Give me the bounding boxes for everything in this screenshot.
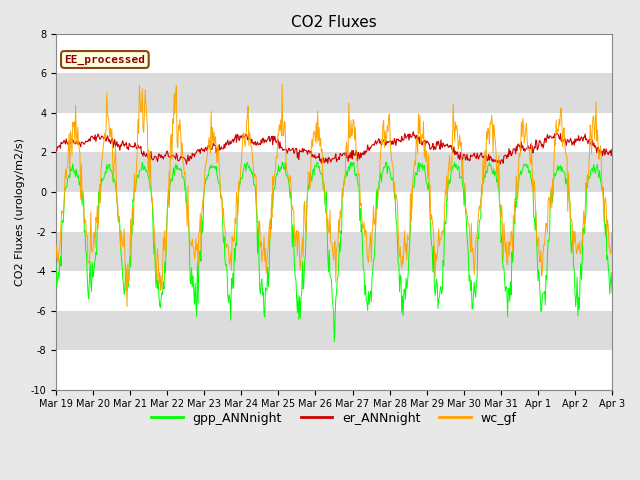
Text: EE_processed: EE_processed	[65, 54, 145, 65]
Bar	[56, 231, 612, 271]
Bar	[56, 73, 612, 113]
Legend: gpp_ANNnight, er_ANNnight, wc_gf: gpp_ANNnight, er_ANNnight, wc_gf	[147, 407, 522, 430]
Y-axis label: CO2 Fluxes (urology/m2/s): CO2 Fluxes (urology/m2/s)	[15, 138, 25, 286]
Bar	[56, 311, 612, 350]
Bar	[56, 153, 612, 192]
Title: CO2 Fluxes: CO2 Fluxes	[291, 15, 377, 30]
